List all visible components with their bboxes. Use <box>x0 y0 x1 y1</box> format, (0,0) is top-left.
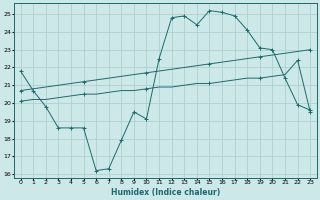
X-axis label: Humidex (Indice chaleur): Humidex (Indice chaleur) <box>111 188 220 197</box>
